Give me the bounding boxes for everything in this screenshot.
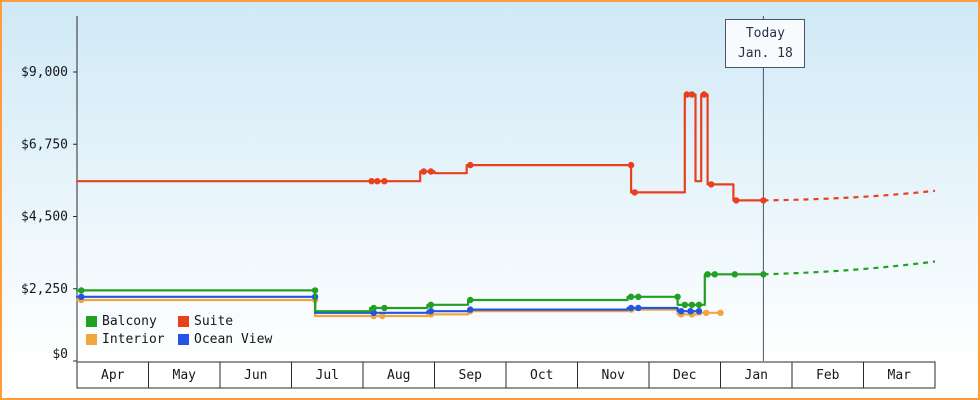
data-point-suite bbox=[374, 178, 381, 185]
y-tick-label-3: $6,750 bbox=[21, 137, 68, 152]
month-cell-oct bbox=[505, 361, 578, 389]
data-point-ocean-view bbox=[427, 308, 435, 315]
legend-swatch-suite bbox=[178, 316, 189, 327]
legend-item-suite: Suite bbox=[178, 314, 272, 329]
legend-item-balcony: Balcony bbox=[86, 314, 178, 329]
data-point-balcony bbox=[78, 287, 85, 294]
month-label-mar: Mar bbox=[888, 368, 912, 383]
data-point-suite bbox=[700, 91, 708, 98]
data-point-ocean-view bbox=[78, 293, 85, 300]
legend-label-balcony: Balcony bbox=[102, 314, 157, 329]
data-point-interior bbox=[703, 309, 710, 316]
series-suite bbox=[75, 91, 936, 204]
data-point-suite bbox=[760, 197, 767, 204]
data-point-ocean-view bbox=[370, 309, 377, 316]
series-projection-balcony bbox=[763, 260, 936, 276]
data-point-suite bbox=[467, 161, 474, 169]
data-point-balcony bbox=[681, 301, 688, 308]
chart-legend: Balcony Suite Interior Ocean View bbox=[86, 314, 272, 347]
month-cell-mar bbox=[863, 361, 936, 389]
today-label: Today bbox=[745, 26, 785, 41]
series-projection-suite bbox=[763, 189, 936, 202]
month-cell-apr bbox=[76, 361, 149, 389]
data-point-balcony bbox=[381, 304, 388, 312]
month-cell-may bbox=[148, 361, 221, 389]
month-label-aug: Aug bbox=[387, 368, 410, 383]
data-point-suite bbox=[420, 168, 427, 175]
data-point-suite bbox=[708, 181, 715, 188]
data-point-balcony bbox=[731, 271, 738, 278]
month-cell-jun bbox=[219, 361, 292, 389]
data-point-balcony bbox=[311, 287, 319, 294]
month-label-may: May bbox=[173, 368, 197, 383]
data-point-balcony bbox=[467, 296, 474, 304]
data-point-suite bbox=[688, 91, 696, 98]
data-point-balcony bbox=[711, 271, 718, 278]
data-point-suite bbox=[381, 178, 388, 185]
data-point-balcony bbox=[674, 293, 681, 300]
month-cell-dec bbox=[648, 361, 721, 389]
data-point-interior bbox=[379, 312, 386, 320]
today-marker-box: Today Jan. 18 bbox=[725, 19, 806, 68]
data-point-suite bbox=[368, 178, 375, 185]
legend-item-interior: Interior bbox=[86, 332, 178, 347]
month-cell-jul bbox=[291, 361, 364, 389]
month-label-nov: Nov bbox=[602, 368, 626, 383]
data-point-suite bbox=[683, 91, 691, 98]
data-point-suite bbox=[627, 161, 635, 169]
month-label-feb: Feb bbox=[816, 368, 840, 383]
y-tick-label-0: $0 bbox=[52, 347, 68, 362]
month-label-jul: Jul bbox=[316, 368, 339, 383]
data-point-balcony bbox=[695, 301, 703, 308]
y-tick-label-1: $2,250 bbox=[21, 282, 68, 297]
data-point-ocean-view bbox=[635, 304, 642, 312]
legend-label-suite: Suite bbox=[194, 314, 234, 329]
legend-label-interior: Interior bbox=[102, 332, 165, 347]
legend-swatch-balcony bbox=[86, 316, 97, 327]
data-point-interior bbox=[717, 309, 724, 316]
month-cell-aug bbox=[362, 361, 435, 389]
data-point-balcony bbox=[760, 271, 767, 278]
month-cell-nov bbox=[577, 361, 650, 389]
data-point-suite bbox=[631, 189, 638, 196]
data-point-suite bbox=[427, 168, 435, 175]
data-point-balcony bbox=[627, 293, 635, 300]
month-label-sep: Sep bbox=[459, 368, 483, 383]
month-label-dec: Dec bbox=[673, 368, 696, 383]
data-point-balcony bbox=[635, 293, 642, 300]
month-label-jun: Jun bbox=[244, 368, 267, 383]
data-point-ocean-view bbox=[695, 308, 703, 315]
data-point-balcony bbox=[427, 301, 435, 308]
today-date: Jan. 18 bbox=[737, 45, 793, 61]
data-point-ocean-view bbox=[467, 306, 474, 313]
series-balcony bbox=[75, 260, 936, 313]
series-line-interior bbox=[75, 298, 722, 318]
month-label-oct: Oct bbox=[530, 368, 553, 383]
legend-swatch-ocean-view bbox=[178, 334, 189, 345]
data-point-suite bbox=[733, 197, 740, 204]
legend-item-ocean-view: Ocean View bbox=[178, 332, 272, 347]
data-point-balcony bbox=[688, 301, 696, 308]
data-point-ocean-view bbox=[687, 308, 694, 315]
y-axis: $0 $2,250 $4,500 $6,750 $9,000 bbox=[21, 16, 78, 362]
month-cell-feb bbox=[791, 361, 864, 389]
month-axis: Apr May Jun Jul Aug Sep Oct Nov Dec Jan Feb Mar bbox=[76, 361, 936, 389]
data-point-balcony bbox=[370, 304, 377, 312]
legend-label-ocean-view: Ocean View bbox=[194, 332, 273, 347]
series-line-suite bbox=[75, 93, 765, 202]
data-point-balcony bbox=[704, 271, 711, 278]
y-tick-label-4: $9,000 bbox=[21, 65, 68, 80]
month-label-apr: Apr bbox=[101, 368, 125, 383]
legend-swatch-interior bbox=[86, 334, 97, 345]
month-label-jan: Jan bbox=[745, 368, 768, 383]
month-cell-sep bbox=[434, 361, 507, 389]
y-tick-label-2: $4,500 bbox=[21, 210, 68, 225]
data-point-ocean-view bbox=[627, 304, 635, 312]
data-point-ocean-view bbox=[678, 308, 685, 315]
